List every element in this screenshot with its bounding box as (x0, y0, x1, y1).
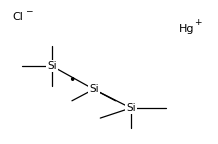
Text: Si: Si (48, 61, 57, 71)
Text: Si: Si (89, 84, 99, 94)
Text: Cl: Cl (12, 12, 23, 22)
Text: +: + (194, 18, 202, 27)
Text: Hg: Hg (179, 24, 194, 34)
Text: •: • (68, 74, 76, 87)
Text: −: − (26, 6, 33, 15)
Text: Si: Si (126, 103, 136, 113)
